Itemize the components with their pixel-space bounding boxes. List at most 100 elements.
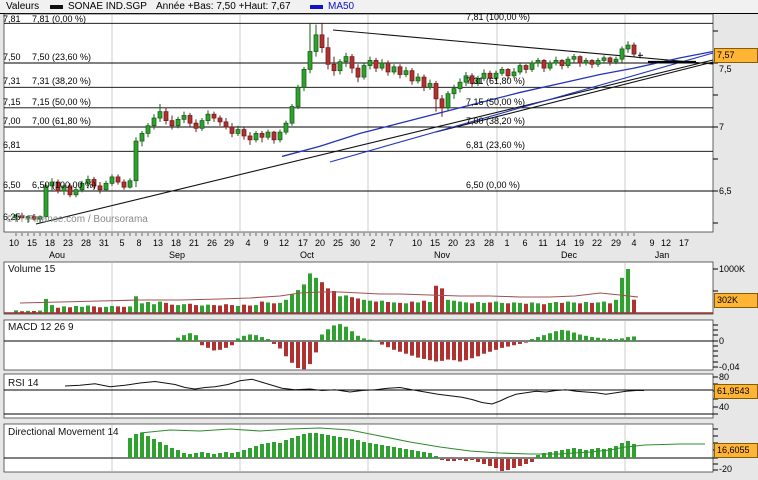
candle-body: [181, 115, 187, 120]
volume-bar: [440, 288, 444, 313]
volume-bar: [284, 299, 288, 313]
year-range-label: Année +Bas: 7,50 +Haut: 7,67: [156, 1, 291, 12]
dm-bar: [512, 459, 516, 468]
volume-bar: [26, 310, 30, 313]
volume-bar: [308, 273, 312, 313]
candle-body: [547, 62, 553, 69]
dm-bar: [302, 434, 306, 458]
candle-body: [319, 34, 325, 49]
month-label: Sep: [168, 250, 186, 260]
dm-bar: [614, 446, 618, 458]
fib-left-price-label: 7,00: [3, 116, 21, 126]
volume-bar: [500, 302, 504, 313]
dm-bar: [596, 448, 600, 458]
candle-body: [121, 181, 127, 188]
candle-body: [391, 66, 397, 73]
volume-bar: [338, 296, 342, 313]
dm-bar: [386, 446, 390, 458]
dm-bar: [452, 459, 456, 461]
date-label: 18: [44, 238, 56, 248]
dm-bar: [584, 450, 588, 458]
candle-body: [445, 93, 451, 109]
dm-bar: [266, 443, 270, 458]
volume-bar: [140, 303, 144, 313]
month-label: Oct: [299, 250, 315, 260]
macd-bar: [626, 337, 630, 341]
date-label: 8: [136, 238, 142, 248]
dm-bar: [374, 444, 378, 458]
volume-bar: [146, 302, 150, 313]
dm-bar: [392, 447, 396, 458]
volume-bar: [344, 295, 348, 313]
volume-bar: [14, 310, 18, 313]
candle-body: [535, 60, 541, 64]
volume-bar: [50, 305, 54, 313]
volume-bar: [302, 284, 306, 313]
dm-bar: [236, 452, 240, 458]
date-label: 20: [447, 238, 459, 248]
volume-bar: [428, 302, 432, 313]
dm-bar: [380, 445, 384, 458]
dm-bar: [248, 448, 252, 458]
candle-body: [487, 72, 493, 79]
macd-bar: [308, 342, 312, 365]
fib-left-price-label: 7,81: [3, 14, 21, 24]
volume-bar: [92, 306, 96, 313]
dm-bar: [632, 444, 636, 458]
candle-body: [79, 182, 85, 191]
volume-bar: [380, 300, 384, 313]
candle-body: [307, 51, 313, 70]
macd-bar: [278, 342, 282, 349]
candle-body: [217, 117, 223, 123]
rsi-panel-title: RSI 14: [8, 378, 39, 389]
candle-body: [97, 185, 103, 191]
macd-bar: [248, 334, 252, 341]
dm-bar: [344, 438, 348, 458]
volume-bar: [218, 305, 222, 313]
macd-bar: [218, 342, 222, 350]
candle-body: [493, 72, 499, 79]
volume-bar: [464, 302, 468, 313]
date-label: 10: [8, 238, 20, 248]
date-label: 2: [370, 238, 376, 248]
dm-bar: [494, 459, 498, 468]
candle-body: [85, 179, 91, 184]
volume-bar: [296, 290, 300, 313]
dm-bar: [206, 453, 210, 458]
candle-body: [175, 118, 181, 127]
candle-body: [379, 62, 385, 69]
date-label: 10: [411, 238, 423, 248]
dm-bar: [542, 453, 546, 458]
macd-bar: [338, 324, 342, 341]
volume-bar: [182, 304, 186, 313]
ma50-label: MA50: [328, 1, 355, 12]
candle-body: [259, 133, 265, 138]
candle-body: [127, 180, 133, 188]
volume-bar: [290, 294, 294, 313]
macd-bar: [206, 342, 210, 348]
macd-bar: [356, 335, 360, 341]
macd-bar: [194, 335, 198, 341]
candle-body: [421, 76, 427, 88]
dm-bar: [200, 452, 204, 458]
candle-body: [361, 65, 367, 78]
volume-bar: [176, 305, 180, 313]
volume-bar: [200, 305, 204, 313]
dm-bar: [176, 450, 180, 458]
dm-bar: [230, 453, 234, 458]
volume-bar: [590, 302, 594, 313]
fib-right-pct-label: 6,81 (23,60 %): [466, 140, 526, 151]
candle-body: [367, 60, 373, 66]
macd-bar: [314, 342, 318, 353]
volume-bar: [170, 304, 174, 313]
date-label: 11: [538, 238, 548, 248]
candle-body: [331, 63, 337, 72]
candle-body: [205, 113, 211, 121]
date-label: 15: [26, 238, 38, 248]
volume-ma-line: [19, 291, 639, 304]
candle-body: [295, 86, 301, 107]
fib-left-price-label: 7,50: [3, 52, 21, 62]
candle-body: [211, 113, 217, 119]
symbol-label: SONAE IND.SGP: [68, 1, 147, 12]
dm-bar: [422, 452, 426, 458]
